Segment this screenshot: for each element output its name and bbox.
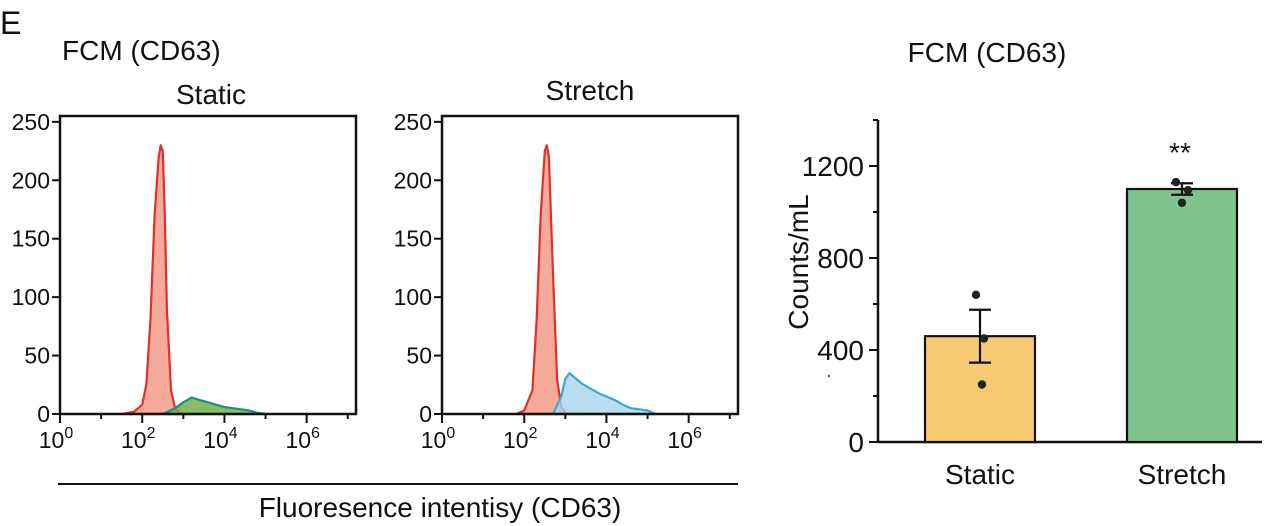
bar-chart-ytick-label: 400: [817, 335, 864, 366]
histogram-static-frame: [58, 114, 358, 416]
histogram-stretch: Stretch 0 50 100 150 200 250 100 102 104 106: [394, 75, 740, 453]
datapoint-static: [977, 380, 987, 389]
histogram-static-ytick-label: 150: [12, 226, 50, 252]
bar-chart-ytick-label: 800: [817, 243, 864, 274]
datapoint-stretch: [1183, 185, 1193, 195]
histogram-static-xtick-label: 100: [39, 425, 74, 453]
histogram-static-ytick-label: 100: [12, 284, 50, 310]
histogram-static-xtick-label: 106: [285, 425, 320, 453]
histogram-static-xtick-label: 102: [121, 425, 156, 453]
shared-xlabel: Fluoresence intentisy (CD63): [259, 492, 622, 523]
histogram-static-xtick-label: 104: [203, 425, 238, 453]
histogram-stretch-frame: [440, 114, 740, 416]
histogram-stretch-xtick-label: 106: [667, 425, 702, 453]
bar-static: [923, 335, 1037, 444]
histogram-static-ytick-label: 50: [24, 343, 50, 369]
bar-stretch: [1125, 187, 1239, 444]
histogram-static-title: Static: [176, 79, 246, 110]
histogram-stretch-title: Stretch: [546, 75, 635, 106]
bar-category-label-static: Static: [945, 459, 1015, 490]
histogram-stretch-xtick-label: 104: [585, 425, 620, 453]
datapoint-stretch: [1171, 177, 1181, 187]
histogram-stretch-ytick-label: 150: [394, 226, 432, 252]
histogram-static-ytick-label: 0: [37, 401, 50, 427]
datapoint-static: [979, 334, 989, 343]
histogram-stretch-ytick-label: 200: [394, 167, 432, 193]
bar-chart-ytick-label: 0: [848, 427, 864, 458]
histogram-stretch-ytick-label: 50: [406, 343, 432, 369]
errorbar-static: [969, 308, 991, 364]
histogram-static: Static 0 50 100 150 200 250 100 102 104 106: [12, 79, 358, 453]
histogram-stretch-series-cd63: [551, 372, 657, 416]
histogram-stretch-ytick-label: 100: [394, 284, 432, 310]
histogram-stretch-ytick-label: 250: [394, 109, 432, 135]
bar-chart-ylabel: Counts/mL: [783, 194, 814, 329]
panel-letter: E: [0, 5, 21, 41]
significance-marker-stretch: **: [1169, 137, 1191, 168]
histogram-static-series-control: [120, 144, 197, 416]
datapoint-stretch: [1177, 198, 1187, 207]
histogram-static-series-cd63: [161, 396, 267, 416]
histogram-stretch-xtick-label: 100: [421, 425, 456, 453]
histogram-figure-title: FCM (CD63): [62, 35, 221, 66]
datapoint-static: [971, 290, 981, 299]
histogram-stretch-xtick-label: 102: [503, 425, 538, 453]
stray-dot: [827, 374, 831, 378]
histogram-static-ytick-label: 200: [12, 167, 50, 193]
bar-chart-title: FCM (CD63): [908, 37, 1067, 68]
bar-chart: FCM (CD63) Counts/mL 0 400 800 1200 Static St…: [783, 37, 1262, 490]
histogram-static-ytick-label: 250: [12, 109, 50, 135]
bar-chart-ytick-label: 1200: [802, 151, 864, 182]
bar-category-label-stretch: Stretch: [1138, 459, 1227, 490]
histogram-stretch-ytick-label: 0: [419, 401, 432, 427]
